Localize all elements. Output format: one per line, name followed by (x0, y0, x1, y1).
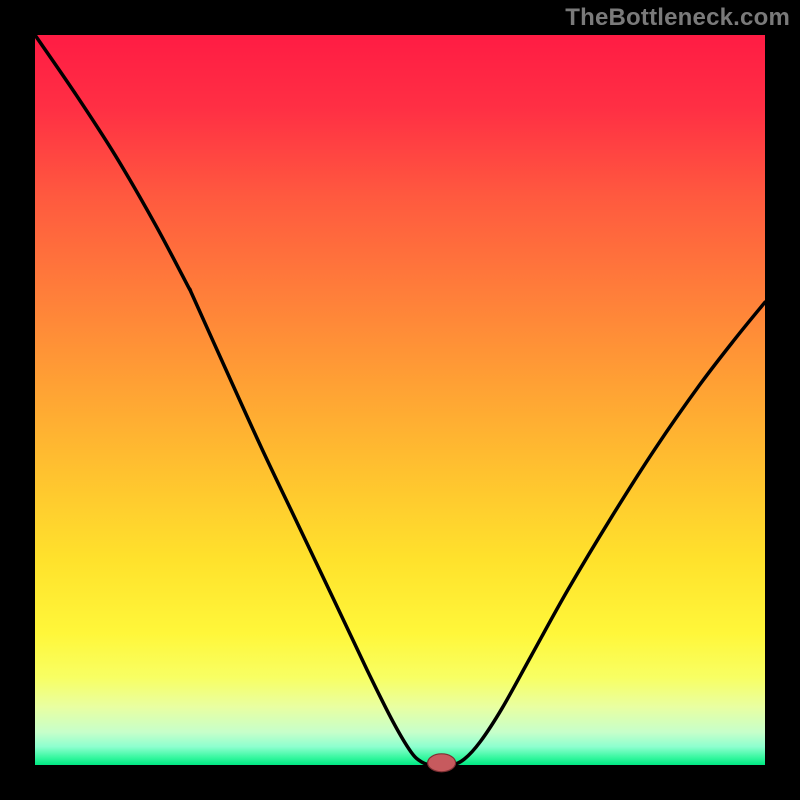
optimal-marker (428, 754, 456, 772)
bottleneck-chart (0, 0, 800, 800)
heatmap-gradient (35, 35, 765, 765)
chart-container: TheBottleneck.com (0, 0, 800, 800)
watermark-text: TheBottleneck.com (565, 4, 790, 32)
